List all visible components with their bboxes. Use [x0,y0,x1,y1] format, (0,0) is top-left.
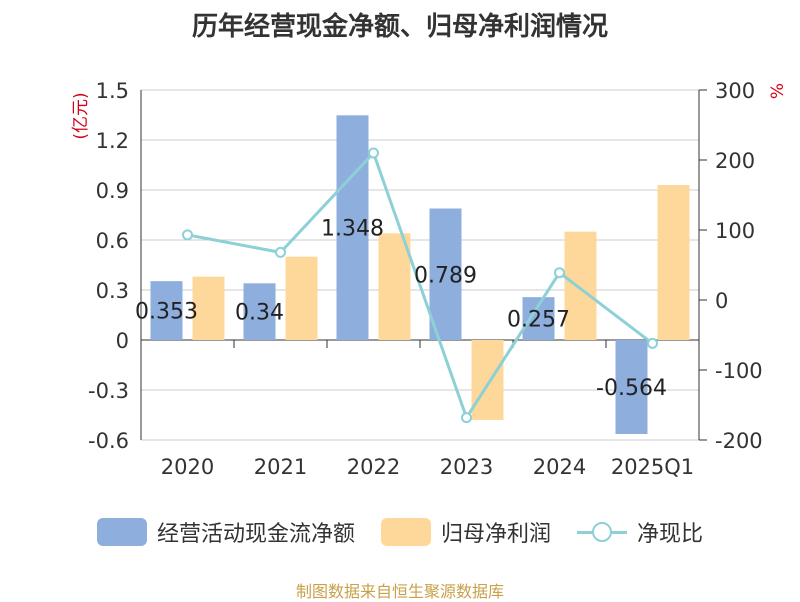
legend-swatch-cashflow [96,518,147,546]
legend-swatch-netprofit [380,518,431,546]
legend-swatch-ratio [577,518,627,546]
legend-label-cashflow: 经营活动现金流净额 [156,522,355,547]
netprofit-bar [657,185,690,340]
cashflow-bar [243,283,276,340]
netprofit-bar [378,233,411,340]
right-tick-label: 100 [715,219,755,243]
left-tick-label: 0 [116,329,129,353]
category-label: 2025Q1 [611,455,694,479]
cashflow-data-label: 0.789 [414,263,477,288]
data-source: 制图数据来自恒生聚源数据库 [295,582,504,601]
left-tick-label: -0.3 [88,379,129,403]
category-label: 2020 [161,455,214,479]
category-label: 2021 [254,455,307,479]
legend-item-ratio[interactable]: 净现比 [577,516,703,548]
cashflow-data-label: 1.348 [321,217,384,242]
right-tick-label: 300 [715,79,755,103]
category-label: 2022 [347,455,400,479]
ratio-point [554,267,565,279]
left-tick-label: -0.6 [88,429,129,453]
left-tick-label: 0.3 [96,279,129,303]
ratio-point [368,147,379,159]
right-tick-label: 0 [715,289,728,313]
ratio-point [461,412,472,424]
ratio-point [275,246,286,258]
cashflow-bar [615,340,648,434]
legend-item-cashflow[interactable]: 经营活动现金流净额 [96,516,355,548]
cashflow-bar [336,115,369,340]
category-label: 2023 [440,455,493,479]
cashflow-bar [429,208,462,340]
cashflow-bar [150,281,183,340]
category-label: 2024 [533,455,586,479]
left-tick-label: 1.5 [96,79,129,103]
right-tick-label: -100 [715,359,763,383]
legend-label-netprofit: 归母净利润 [440,522,551,547]
legend-item-netprofit[interactable]: 归母净利润 [380,516,551,548]
cashflow-data-label: -0.564 [596,376,667,401]
netprofit-bar [471,340,504,420]
netprofit-bar [564,231,597,340]
left-tick-label: 0.9 [96,179,129,203]
chart-area: 1.5 1.2 0.9 0.6 0.3 0 -0.3 -0.6 300 200 100 0 -100 -2… [71,79,788,479]
left-tick-label: 0.6 [96,229,129,253]
left-tick-label: 1.2 [96,129,129,153]
right-tick-label: 200 [715,149,755,173]
ratio-point [182,229,193,241]
ratio-line [187,150,654,421]
legend: 经营活动现金流净额 归母净利润 净现比 [0,516,800,548]
cashflow-data-label: 0.257 [507,308,570,333]
chart-title: 历年经营现金净额、归母净利润情况 [191,12,608,42]
right-tick-label: -200 [715,429,763,453]
legend-label-ratio: 净现比 [637,522,704,547]
left-axis-label: (亿元) [71,92,91,139]
netprofit-bar [192,276,225,340]
ratio-point [647,337,658,349]
cashflow-data-label: 0.34 [235,301,284,326]
netprofit-bar [285,256,318,340]
right-axis-label: % [768,83,788,99]
cashflow-data-label: 0.353 [135,300,198,325]
